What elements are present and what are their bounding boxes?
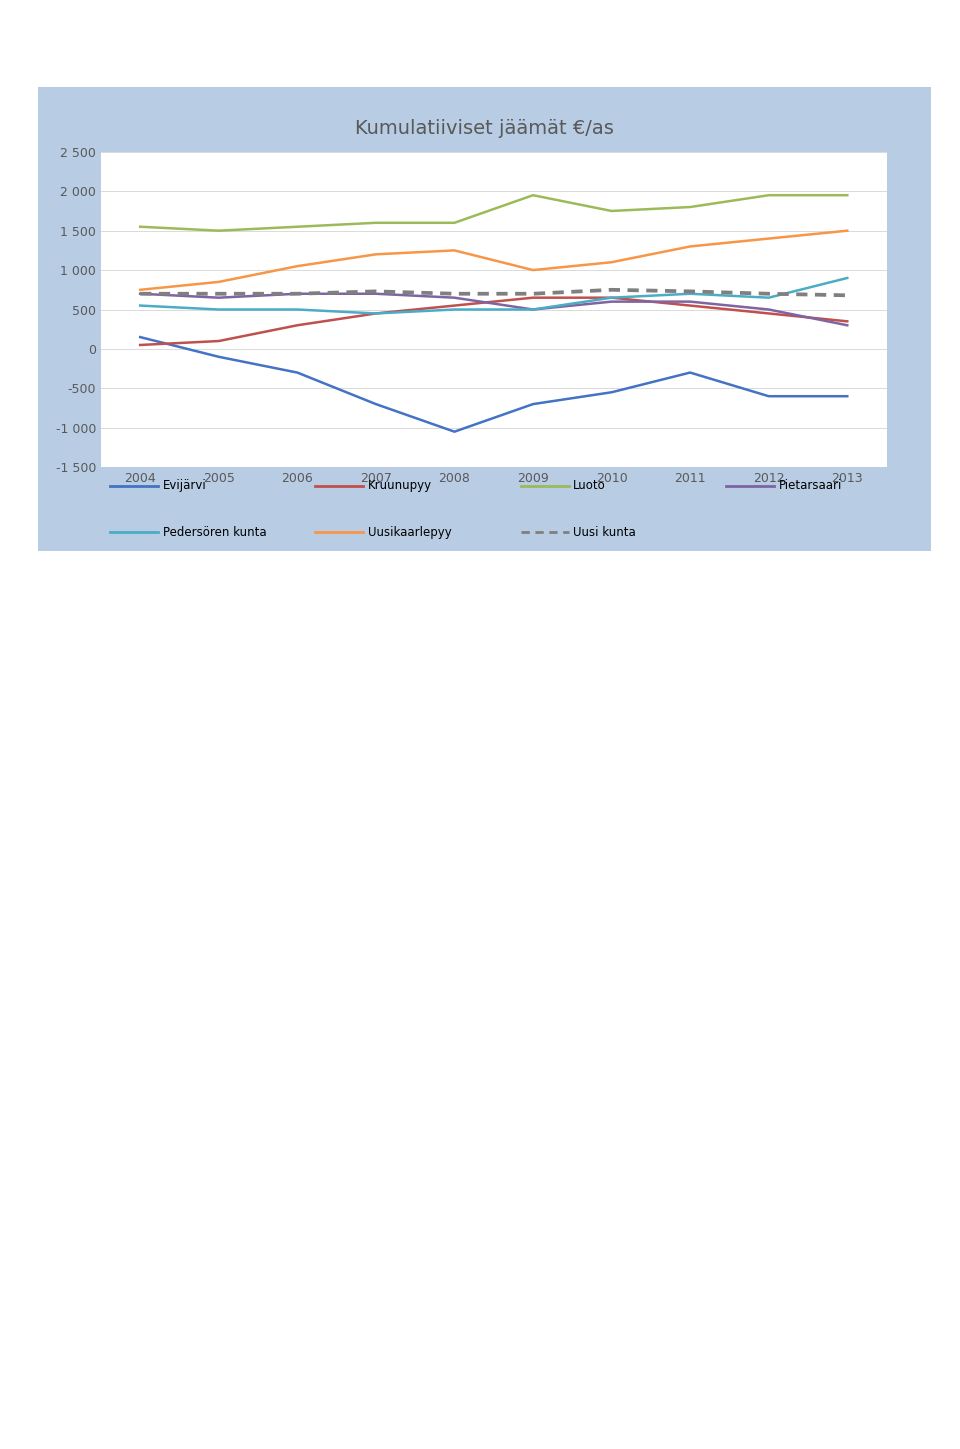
Text: Pedersören kunta: Pedersören kunta bbox=[162, 526, 266, 539]
Text: Uusikaarlepyy: Uusikaarlepyy bbox=[368, 526, 452, 539]
Text: Uusi kunta: Uusi kunta bbox=[573, 526, 636, 539]
Text: Luoto: Luoto bbox=[573, 480, 606, 493]
Text: Kumulatiiviset jäämät €/as: Kumulatiiviset jäämät €/as bbox=[355, 119, 614, 139]
Text: Evijärvi: Evijärvi bbox=[162, 480, 206, 493]
Text: Pietarsaari: Pietarsaari bbox=[779, 480, 842, 493]
Text: Kruunupyy: Kruunupyy bbox=[368, 480, 432, 493]
